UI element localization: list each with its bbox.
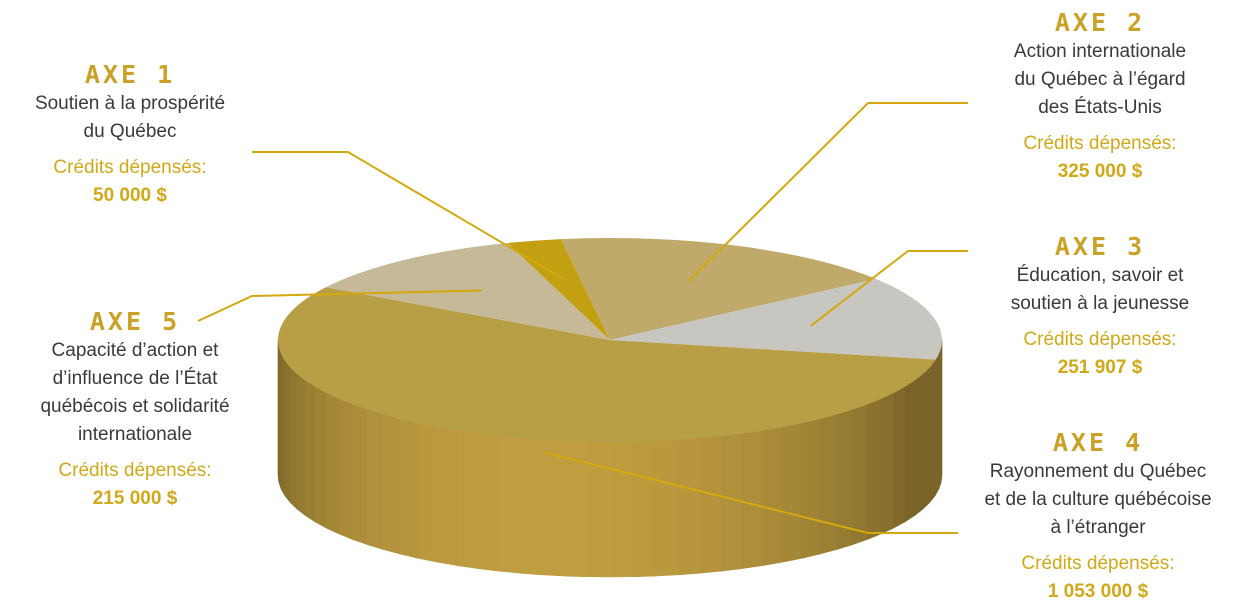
axe-1-desc-line: du Québec — [83, 121, 177, 142]
axe-4-desc-line: Rayonnement du Québec — [989, 461, 1207, 482]
callout-axe-2: AXE 2 Action internationale du Québec à … — [975, 8, 1225, 186]
pie-rim-band — [852, 403, 868, 546]
pie-rim-band — [654, 439, 678, 577]
pie-rim-band — [542, 439, 566, 577]
pie-rim-band — [720, 433, 743, 572]
axe-2-desc-line: Action internationale — [1013, 41, 1187, 62]
pie-rim-band — [880, 392, 894, 535]
pie-slice-axe-1 — [507, 239, 610, 340]
pie-rim-band — [437, 426, 458, 566]
callout-axe-1: AXE 1 Soutien à la prospérité du Québec … — [10, 60, 250, 210]
axe-3-description: Éducation, savoir et soutien à la jeunes… — [975, 262, 1225, 318]
axe-2-desc-line: du Québec à l’égard — [1014, 69, 1186, 90]
pie-rim-band — [609, 441, 633, 578]
axe-1-credits-label: Crédits dépensés: — [53, 157, 207, 178]
pie-rim-band — [305, 380, 316, 523]
axe-2-credits-value: 325 000 $ — [1057, 161, 1143, 182]
pie-rim-band — [278, 346, 282, 489]
pie-rim-band — [904, 380, 915, 523]
leader-line-axe-1 — [252, 151, 564, 280]
axe-5-title: AXE 5 — [89, 307, 181, 336]
pie-rim-band — [280, 352, 286, 497]
pie-rim-band — [867, 398, 882, 540]
pie-rim-band — [934, 352, 940, 497]
axe-5-description: Capacité d’action et d’influence de l’Ét… — [10, 337, 260, 449]
axe-3-credits-value: 251 907 $ — [1057, 357, 1143, 378]
axe-5-desc-line: Capacité d’action et — [51, 340, 219, 361]
pie-rim-band — [914, 373, 924, 517]
pie-rim-band — [498, 435, 521, 574]
axe-1-description: Soutien à la prospérité du Québec — [10, 90, 250, 146]
pie-rim-band — [940, 339, 943, 482]
axe-4-description: Rayonnement du Québec et de la culture q… — [960, 458, 1236, 542]
axe-5-desc-line: d’influence de l’État — [52, 368, 218, 389]
pie-rim-band — [383, 414, 401, 555]
axe-3-desc-line: Éducation, savoir et — [1016, 265, 1184, 286]
pie-rim-band — [456, 430, 479, 569]
pie-rim-band — [929, 359, 936, 504]
axe-1-title: AXE 1 — [84, 60, 176, 89]
axe-1-desc-line: Soutien à la prospérité — [34, 93, 226, 114]
pie-rim-band — [587, 441, 611, 578]
axe-2-description: Action internationale du Québec à l’égar… — [975, 38, 1225, 122]
axe-5-desc-line: québécois et solidarité — [40, 396, 230, 417]
pie-slice-axe-3 — [610, 278, 942, 360]
axe-4-title: AXE 4 — [1052, 428, 1144, 457]
pie-rim-band — [782, 422, 802, 563]
callout-axe-4: AXE 4 Rayonnement du Québec et de la cul… — [960, 428, 1236, 606]
pie-rim-band — [296, 373, 306, 517]
pie-rim-band — [284, 359, 291, 504]
pie-rim-band — [338, 398, 353, 540]
axe-3-title: AXE 3 — [1054, 232, 1146, 261]
axe-5-credits-label: Crédits dépensés: — [58, 460, 212, 481]
axe-2-desc-line: des États-Unis — [1038, 97, 1162, 118]
pie-rim-band — [762, 426, 783, 566]
axe-4-credits-value: 1 053 000 $ — [1047, 581, 1149, 602]
pie-slice-axe-4 — [277, 287, 936, 443]
pie-rim-band — [352, 403, 368, 546]
leader-line-axe-3 — [810, 250, 968, 327]
pie-rim-band — [677, 437, 700, 576]
pie-rim-band — [699, 435, 722, 574]
callout-axe-5: AXE 5 Capacité d’action et d’influence d… — [10, 307, 260, 513]
pie-rim-band — [938, 346, 942, 489]
axe-4-desc-line: et de la culture québécoise — [984, 489, 1212, 510]
pie-rim-band — [290, 366, 298, 510]
pie-rim-band — [314, 386, 327, 529]
leader-line-axe-2 — [687, 102, 968, 283]
axe-5-credits-value: 215 000 $ — [92, 488, 178, 509]
pie-rim-band — [632, 440, 656, 578]
pie-rim-band — [418, 422, 438, 563]
leader-line-axe-4 — [543, 451, 958, 534]
pie-rim-band — [400, 418, 419, 559]
axe-5-desc-line: internationale — [77, 424, 193, 445]
pie-rim-band — [477, 433, 500, 572]
pie-rim-band — [741, 430, 764, 569]
axe-2-credits-label: Crédits dépensés: — [1023, 133, 1177, 154]
axe-4-desc-line: à l’étranger — [1050, 517, 1146, 538]
pie-rim-band — [326, 392, 340, 535]
axe-3-credits-label: Crédits dépensés: — [1023, 329, 1177, 350]
pie-rim-band — [893, 386, 906, 529]
axe-4-credits-label: Crédits dépensés: — [1021, 553, 1175, 574]
leader-line-axe-5 — [197, 289, 483, 322]
pie-slice-axe-2 — [560, 238, 876, 340]
callout-axe-3: AXE 3 Éducation, savoir et soutien à la … — [975, 232, 1225, 382]
axe-2-title: AXE 2 — [1054, 8, 1146, 37]
pie-rim-band — [367, 409, 384, 550]
pie-rim-band — [819, 414, 837, 555]
axe-3-desc-line: soutien à la jeunesse — [1010, 293, 1190, 314]
pie-rim-band — [520, 437, 543, 576]
pie-rim-band — [922, 366, 930, 510]
axe-1-credits-value: 50 000 $ — [93, 185, 167, 206]
pie-rim-band — [801, 418, 820, 559]
